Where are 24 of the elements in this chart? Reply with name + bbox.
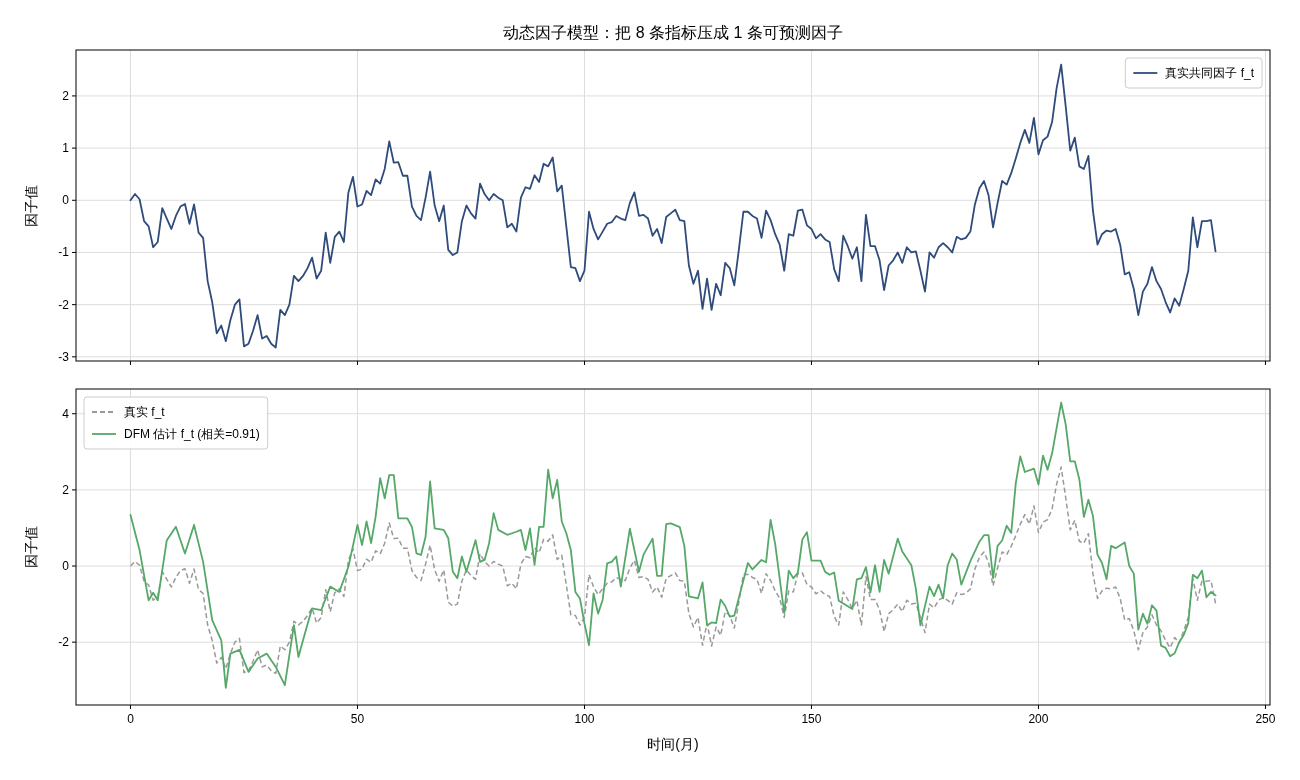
y-tick-label: 2	[62, 482, 70, 497]
x-tick-label: 150	[801, 712, 822, 726]
x-tick-label: 50	[350, 712, 365, 726]
x-tick-label: 250	[1255, 712, 1276, 726]
y-tick-label: 4	[62, 406, 70, 421]
y-tick-label: -2	[58, 635, 70, 650]
y-tick-label: 1	[62, 141, 70, 156]
legend-label: 真实 f_t	[124, 405, 166, 419]
y-tick-label: 2	[62, 88, 70, 103]
y-tick-label: -1	[58, 245, 70, 260]
chart-title: 动态因子模型：把 8 条指标压成 1 条可预测因子	[503, 24, 843, 41]
x-tick-label: 0	[127, 712, 135, 726]
x-tick-label: 200	[1028, 712, 1049, 726]
y-axis-title: 因子值	[23, 526, 39, 568]
y-tick-label: -3	[58, 349, 70, 364]
y-tick-label: 0	[62, 193, 70, 208]
y-tick-label: -2	[58, 297, 70, 312]
y-tick-label: 0	[62, 559, 70, 574]
legend-label: 真实共同因子 f_t	[1165, 66, 1255, 80]
x-tick-label: 100	[574, 712, 595, 726]
line-series	[129, 466, 1217, 675]
legend-label: DFM 估计 f_t (相关=0.91)	[124, 427, 260, 441]
y-axis-title: 因子值	[23, 184, 39, 227]
x-axis-title: 时间(月)	[647, 736, 699, 752]
